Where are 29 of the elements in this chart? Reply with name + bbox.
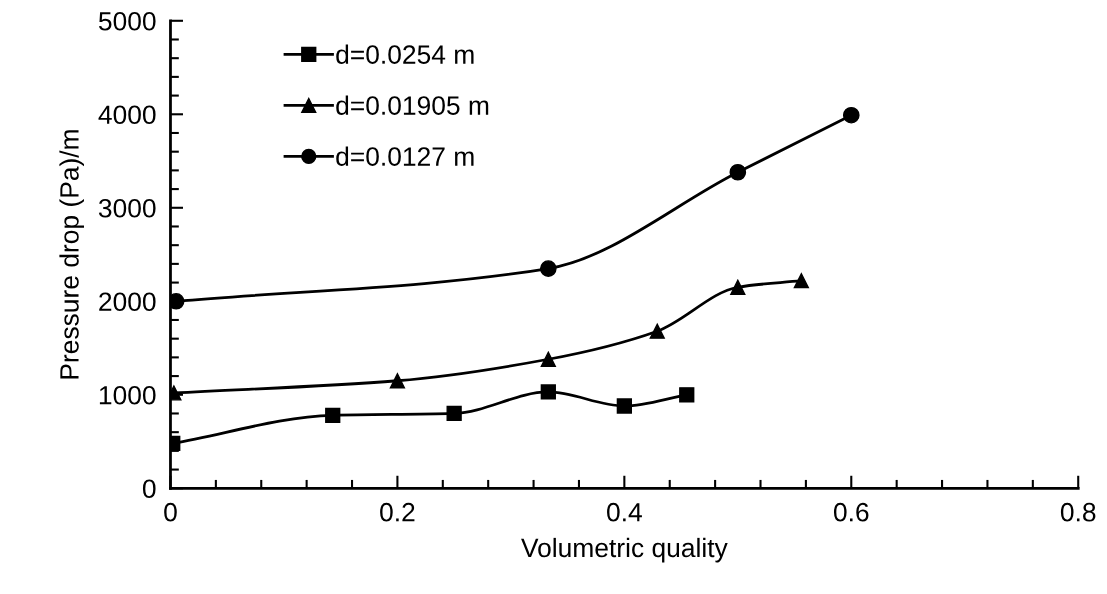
x-tick-label: 0.4 xyxy=(607,502,642,522)
legend-label: d=0.0254 m xyxy=(336,44,474,64)
y-tick-label: 2000 xyxy=(99,292,156,312)
x-tick-label: 0.8 xyxy=(1060,502,1096,522)
point xyxy=(325,407,341,423)
y-tick-label: 5000 xyxy=(98,11,156,31)
point xyxy=(539,260,557,277)
y-tick-label: 1000 xyxy=(99,385,156,405)
legend-label: d=0.0127 m xyxy=(336,146,474,166)
y-tick-label: 0 xyxy=(142,479,156,499)
point xyxy=(729,163,747,181)
point xyxy=(793,273,809,289)
point xyxy=(842,106,860,124)
y-tick-label: 3000 xyxy=(98,198,156,218)
point xyxy=(389,373,406,389)
point xyxy=(679,387,695,403)
point xyxy=(446,405,462,422)
y-tick-label: 4000 xyxy=(98,105,156,125)
x-tick-label: 0.2 xyxy=(380,502,415,522)
point xyxy=(649,323,665,339)
x-axis-title: Volumetric quality xyxy=(521,537,728,563)
legend-label: d=0.01905 m xyxy=(336,95,489,115)
x-tick-label: 0.6 xyxy=(833,502,869,522)
point xyxy=(540,384,556,400)
point xyxy=(616,398,632,414)
x-tick-label: 0 xyxy=(164,502,177,522)
point xyxy=(540,351,556,367)
point xyxy=(730,279,746,295)
y-axis-title: Pressure drop (Pa)/m xyxy=(59,130,84,379)
